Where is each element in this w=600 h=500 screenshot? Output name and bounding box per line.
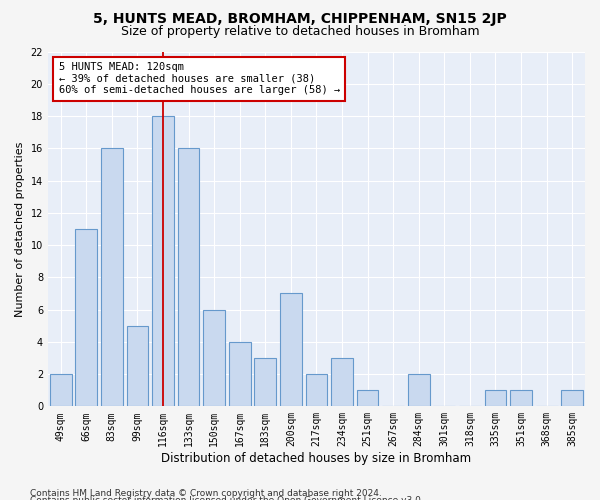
Bar xyxy=(357,390,379,406)
Y-axis label: Number of detached properties: Number of detached properties xyxy=(15,141,25,316)
Text: 5 HUNTS MEAD: 120sqm
← 39% of detached houses are smaller (38)
60% of semi-detac: 5 HUNTS MEAD: 120sqm ← 39% of detached h… xyxy=(59,62,340,96)
Bar xyxy=(178,148,199,406)
Bar xyxy=(254,358,276,406)
Bar xyxy=(485,390,506,406)
Text: Contains HM Land Registry data © Crown copyright and database right 2024.: Contains HM Land Registry data © Crown c… xyxy=(30,488,382,498)
Text: 5, HUNTS MEAD, BROMHAM, CHIPPENHAM, SN15 2JP: 5, HUNTS MEAD, BROMHAM, CHIPPENHAM, SN15… xyxy=(93,12,507,26)
Bar xyxy=(280,294,302,406)
Bar xyxy=(50,374,71,406)
Bar xyxy=(152,116,174,406)
Bar xyxy=(331,358,353,406)
Text: Contains public sector information licensed under the Open Government Licence v3: Contains public sector information licen… xyxy=(30,496,424,500)
Text: Size of property relative to detached houses in Bromham: Size of property relative to detached ho… xyxy=(121,25,479,38)
Bar xyxy=(510,390,532,406)
Bar xyxy=(76,229,97,406)
Bar xyxy=(229,342,251,406)
Bar xyxy=(305,374,328,406)
Bar xyxy=(562,390,583,406)
Bar xyxy=(408,374,430,406)
Bar xyxy=(203,310,225,406)
Bar xyxy=(127,326,148,406)
X-axis label: Distribution of detached houses by size in Bromham: Distribution of detached houses by size … xyxy=(161,452,472,465)
Bar xyxy=(101,148,123,406)
